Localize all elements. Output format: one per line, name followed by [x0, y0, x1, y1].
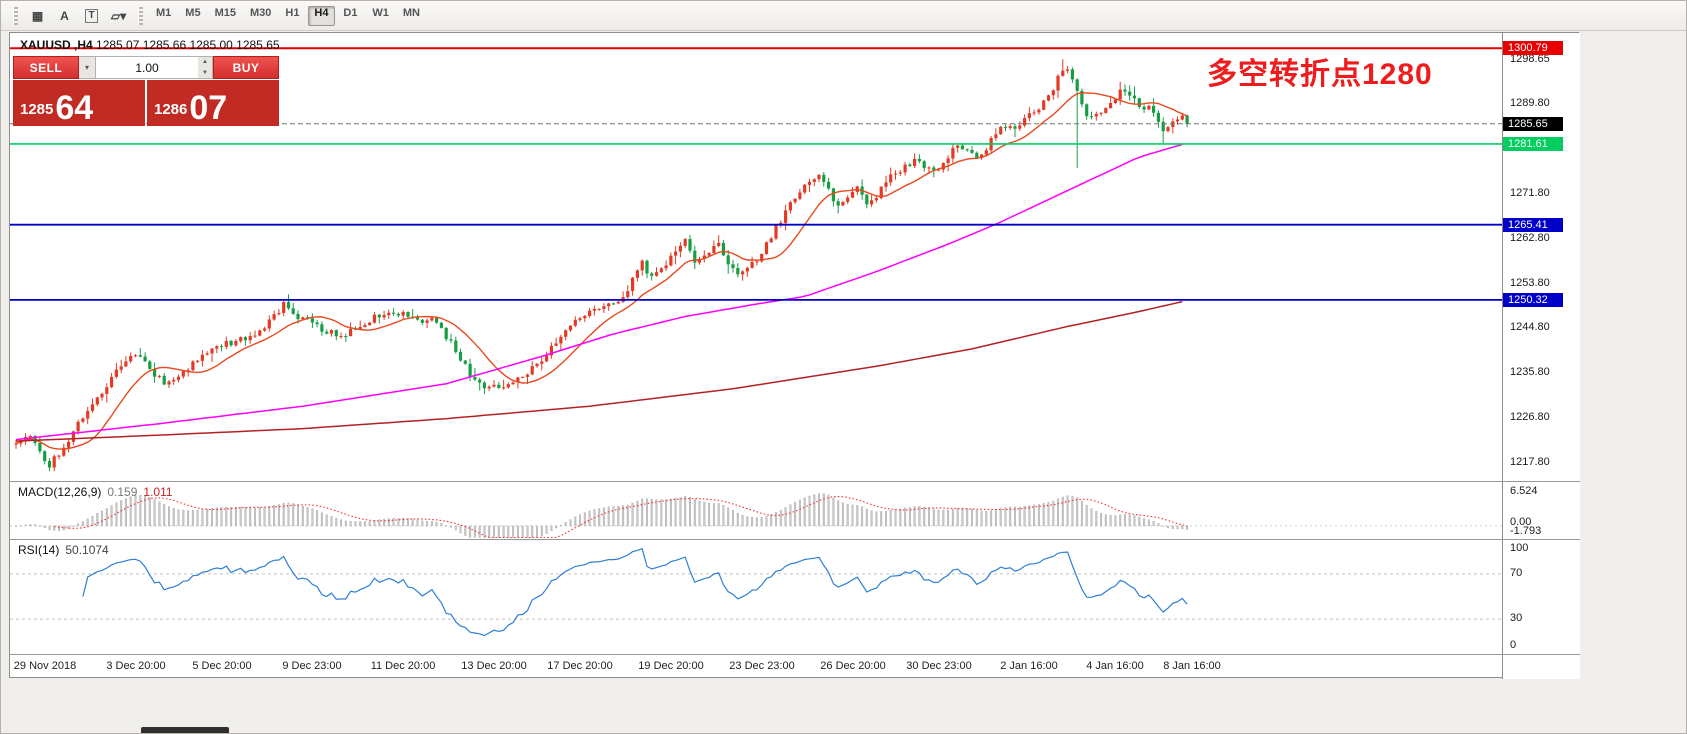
label-tool-icon[interactable]: T [79, 5, 104, 27]
chart-symbol-label: XAUUSD ,H4 [20, 38, 93, 52]
date-axis-label: 23 Dec 23:00 [729, 660, 795, 672]
buy-price-main: 1286 [154, 101, 188, 118]
price-axis-tick: 1226.80 [1510, 411, 1550, 423]
timeframe-w1[interactable]: W1 [372, 6, 389, 19]
grid-icon[interactable]: ▦ [31, 8, 44, 23]
rsi-label: RSI(14) 50.1074 [18, 543, 109, 557]
buy-price-pips: 07 [189, 89, 228, 128]
h-scrollbar-thumb[interactable] [141, 727, 229, 733]
macd-axis-label: -1.793 [1510, 525, 1542, 537]
date-axis-label: 3 Dec 20:00 [106, 660, 166, 672]
price-axis-tick: 1262.80 [1510, 232, 1550, 244]
text-tool-icon[interactable]: A [60, 8, 69, 23]
macd-axis-label: 0.00 [1510, 516, 1532, 528]
timeframe-m1[interactable]: M1 [156, 6, 172, 19]
rsi-axis-label: 70 [1510, 567, 1523, 579]
timeframe-m5[interactable]: M5 [185, 6, 201, 19]
volume-dropdown-icon[interactable]: ▾ [79, 56, 96, 79]
date-axis-label: 11 Dec 20:00 [370, 660, 436, 672]
date-axis-label: 4 Jan 16:00 [1086, 660, 1144, 672]
toolbar: ▦ A T ▱▾ M1 M5 M15 M30 H1 H4 D1 W1 MN [1, 1, 1686, 31]
rsi-axis-label: 30 [1510, 612, 1523, 624]
date-axis-label: 5 Dec 20:00 [192, 660, 252, 672]
price-axis-tick: 1253.80 [1510, 277, 1550, 289]
timeframe-mn[interactable]: MN [402, 6, 420, 19]
chart-title: XAUUSD ,H4 1285.07 1285.66 1285.00 1285.… [20, 38, 280, 52]
sell-button[interactable]: SELL [13, 56, 79, 79]
date-axis-label: 17 Dec 20:00 [547, 660, 613, 672]
timeframe-d1[interactable]: D1 [343, 6, 358, 19]
macd-value-2: 1.011 [143, 485, 173, 499]
timeframe-m30[interactable]: M30 [249, 6, 272, 19]
timeframe-group: M1 M5 M15 M30 H1 H4 D1 W1 MN [149, 5, 427, 26]
rsi-name: RSI(14) [18, 543, 60, 557]
timeframe-m15[interactable]: M15 [214, 6, 236, 19]
price-line-badge: 1300.79 [1503, 41, 1563, 55]
timeframe-h1[interactable]: H1 [285, 6, 300, 19]
buy-button[interactable]: BUY [213, 56, 279, 79]
macd-axis-label: 6.524 [1510, 485, 1538, 497]
chart-annotation-text: 多空转折点1280 [1207, 58, 1433, 91]
date-axis-label: 29 Nov 2018 [13, 660, 77, 672]
price-line-badge: 1250.32 [1503, 293, 1563, 307]
price-axis-tick: 1235.80 [1510, 366, 1550, 378]
chart-window: XAUUSD ,H4 1285.07 1285.66 1285.00 1285.… [9, 32, 1580, 679]
bid-price-badge: 1285.65 [1503, 117, 1563, 131]
date-axis-label: 2 Jan 16:00 [1000, 660, 1058, 672]
timeframe-h4[interactable]: H4 [308, 5, 336, 26]
date-axis-label: 30 Dec 23:00 [906, 660, 972, 672]
volume-down-icon[interactable]: ▼ [202, 69, 208, 76]
one-click-trade-panel: SELL ▾ ▲▼ BUY 1285 64 1286 07 [13, 56, 279, 126]
rsi-axis-label: 100 [1510, 542, 1529, 554]
volume-up-icon[interactable]: ▲ [202, 59, 208, 66]
price-line-badge: 1281.61 [1503, 137, 1563, 151]
objects-dropdown-icon[interactable]: ▱▾ [110, 8, 127, 23]
price-axis-tick: 1244.80 [1510, 321, 1550, 333]
date-axis-label: 19 Dec 20:00 [638, 660, 704, 672]
macd-label: MACD(12,26,9) 0.159 1.011 [18, 485, 173, 499]
date-axis-label: 26 Dec 20:00 [820, 660, 886, 672]
date-axis-label: 9 Dec 23:00 [282, 660, 342, 672]
date-axis-label: 8 Jan 16:00 [1163, 660, 1221, 672]
tool-group: ▦ A T ▱▾ [24, 5, 132, 27]
sell-price-display[interactable]: 1285 64 [13, 80, 145, 126]
price-axis-tick: 1217.80 [1510, 456, 1550, 468]
price-axis-tick: 1289.80 [1510, 97, 1550, 109]
buy-price-display[interactable]: 1286 07 [147, 80, 279, 126]
macd-name: MACD(12,26,9) [18, 485, 102, 499]
price-axis-tick: 1271.80 [1510, 187, 1550, 199]
rsi-axis-label: 0 [1510, 639, 1517, 651]
price-axis-tick: 1298.65 [1510, 53, 1550, 65]
chart-ohlc-values: 1285.07 1285.66 1285.00 1285.65 [96, 38, 280, 52]
price-line-badge: 1265.41 [1503, 218, 1563, 232]
volume-input[interactable] [96, 56, 198, 79]
volume-stepper[interactable]: ▲ ▼ [198, 56, 213, 79]
toolbar-grip[interactable] [13, 6, 18, 25]
sell-price-pips: 64 [55, 89, 94, 128]
chart-canvas[interactable] [10, 33, 1580, 679]
rsi-value: 50.1074 [65, 543, 109, 557]
sell-price-main: 1285 [20, 101, 54, 118]
toolbar-grip-2[interactable] [138, 6, 143, 25]
date-axis-label: 13 Dec 20:00 [461, 660, 527, 672]
macd-value-1: 0.159 [107, 485, 138, 499]
